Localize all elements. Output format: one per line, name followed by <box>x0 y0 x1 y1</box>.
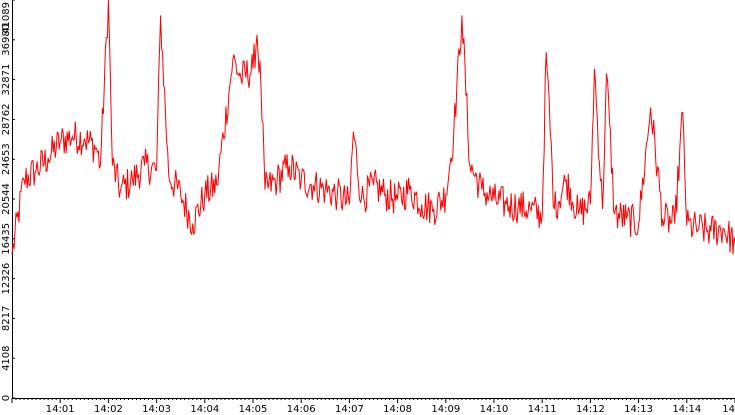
x-tick-label: 14:05 <box>239 404 268 415</box>
x-tick-label: 14:13 <box>624 404 653 415</box>
y-tick-label: 12326 <box>1 263 12 295</box>
series-layer <box>11 0 735 255</box>
x-tick-label: 14:10 <box>480 404 509 415</box>
y-tick-label: 20544 <box>1 183 12 215</box>
x-tick-label: 14:02 <box>94 404 123 415</box>
x-tick-label: 14:08 <box>383 404 412 415</box>
x-tick-label: 14 <box>722 404 735 415</box>
y-tick-label: 28762 <box>1 103 12 135</box>
x-tick-label: 14:06 <box>287 404 316 415</box>
y-tick-label: 0 <box>1 395 12 401</box>
y-ticks: 0 4108 8217 12326 16435 20544 24653 28762 32871 3… <box>1 0 15 401</box>
y-tick-label: 41089 <box>1 2 12 34</box>
x-tick-label: 14:03 <box>142 404 171 415</box>
x-tick-label: 14:11 <box>528 404 557 415</box>
series-line <box>11 0 735 255</box>
x-ticks: 14:01 14:02 14:03 14:04 14:05 14:06 14:07 14:08… <box>11 398 735 415</box>
y-tick-label: 36980 <box>1 24 12 56</box>
x-tick-label: 14:14 <box>672 404 701 415</box>
x-tick-label: 14:09 <box>431 404 460 415</box>
x-tick-label: 14:01 <box>46 404 75 415</box>
x-tick-label: 14:12 <box>576 404 605 415</box>
y-tick-label: 32871 <box>1 64 12 96</box>
y-tick-label: 8217 <box>1 306 12 331</box>
y-tick-label: 16435 <box>1 223 12 255</box>
y-tick-label: 4108 <box>1 345 12 370</box>
x-tick-label: 14:07 <box>335 404 364 415</box>
y-tick-label: 24653 <box>1 143 12 175</box>
x-tick-label: 14:04 <box>190 404 219 415</box>
